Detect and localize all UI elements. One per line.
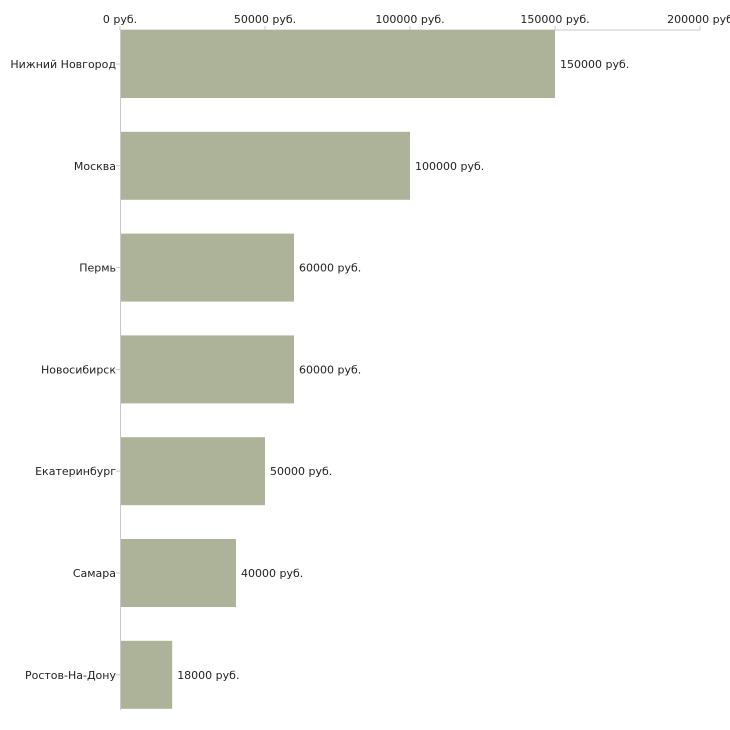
- value-label: 18000 руб.: [177, 669, 239, 682]
- x-tick-label: 50000 руб.: [234, 13, 296, 26]
- bar: [121, 30, 555, 98]
- category-label: Новосибирск: [41, 363, 116, 376]
- value-label: 150000 руб.: [560, 58, 629, 71]
- value-label: 60000 руб.: [299, 262, 361, 275]
- value-label: 40000 руб.: [241, 567, 303, 580]
- bars-layer: [121, 30, 555, 709]
- category-label: Москва: [74, 160, 116, 173]
- category-label: Самара: [73, 567, 116, 580]
- category-label: Нижний Новгород: [10, 58, 116, 71]
- value-label: 60000 руб.: [299, 363, 361, 376]
- value-label: 50000 руб.: [270, 465, 332, 478]
- bar: [121, 335, 294, 404]
- value-label: 100000 руб.: [415, 160, 484, 173]
- x-tick-label: 150000 руб.: [520, 13, 589, 26]
- bar: [121, 437, 265, 506]
- x-tick-label: 0 руб.: [103, 13, 137, 26]
- category-label: Екатеринбург: [35, 465, 116, 478]
- axis-layer: 0 руб. 50000 руб. 100000 руб. 150000 руб. 20…: [103, 13, 730, 710]
- bar: [121, 640, 173, 709]
- bar: [121, 233, 294, 302]
- labels-layer: Нижний Новгород 150000 руб. Москва 100000 р…: [10, 58, 629, 682]
- category-label: Ростов-На-Дону: [25, 669, 116, 682]
- bar: [121, 131, 410, 200]
- category-label: Пермь: [79, 262, 116, 275]
- bar: [121, 539, 236, 607]
- x-tick-label: 100000 руб.: [375, 13, 444, 26]
- x-tick-label: 200000 руб: [667, 13, 730, 26]
